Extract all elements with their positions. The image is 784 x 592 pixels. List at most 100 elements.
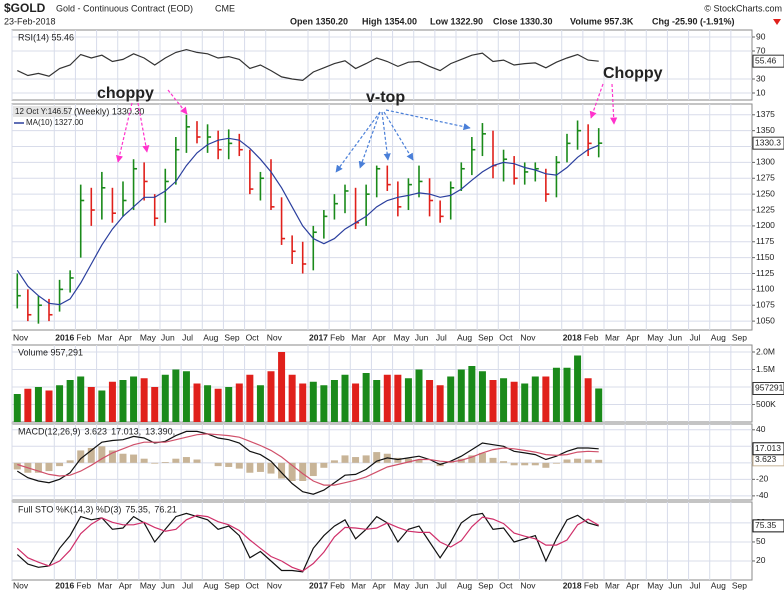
x-tick-label: 2018	[563, 580, 582, 590]
volume-bar	[373, 380, 381, 422]
histogram-bar	[489, 457, 497, 463]
x-tick-label: Apr	[626, 332, 639, 342]
x-tick-label: Apr	[372, 580, 385, 590]
volume-bar	[447, 376, 455, 422]
volume-bar	[56, 385, 64, 422]
histogram-bar	[225, 462, 233, 467]
y-tick-label: 40	[756, 424, 766, 434]
x-tick-label: Jul	[690, 580, 701, 590]
annotation: Choppy	[603, 65, 663, 82]
annotation: choppy	[97, 85, 154, 102]
legend-entry: 76.21	[154, 504, 177, 514]
symbol: $GOLD	[4, 1, 46, 15]
volume-bar	[595, 388, 603, 422]
x-tick-label: Oct	[246, 332, 260, 342]
y-tick-label: 70	[756, 45, 766, 55]
volume-bar	[66, 380, 74, 422]
volume-bar	[320, 385, 328, 422]
last-value-label: 17.013	[755, 443, 781, 453]
x-tick-label: Sep	[478, 332, 493, 342]
volume-bar	[13, 394, 21, 422]
histogram-bar	[278, 462, 286, 479]
volume-bar	[500, 378, 508, 422]
histogram-bar	[531, 462, 539, 466]
histogram-bar	[552, 462, 560, 464]
y-tick-label: 20	[756, 555, 766, 565]
volume-bar	[457, 369, 465, 422]
x-tick-label: Aug	[457, 580, 472, 590]
y-tick-label: 1100	[756, 284, 775, 294]
x-tick-label: Nov	[267, 580, 283, 590]
last-value-label: 55.46	[755, 55, 777, 65]
x-tick-label: Feb	[584, 332, 599, 342]
histogram-bar	[288, 462, 296, 481]
histogram-bar	[151, 462, 159, 464]
volume-bar	[415, 369, 423, 422]
volume-bar	[77, 376, 85, 422]
volume-bar	[24, 388, 32, 422]
x-tick-label: Jun	[161, 332, 175, 342]
volume-bar	[151, 387, 159, 422]
x-tick-label: Sep	[732, 580, 747, 590]
histogram-bar	[574, 458, 582, 463]
annotation: v-top	[366, 89, 405, 106]
last-value-box	[752, 136, 784, 150]
histogram-bar	[193, 459, 201, 463]
volume-bar	[426, 380, 434, 422]
x-tick-label: Oct	[499, 332, 513, 342]
histogram-bar	[584, 459, 592, 463]
y-tick-label: 90	[756, 31, 766, 41]
arrow	[167, 89, 188, 115]
last-value-box	[752, 442, 784, 456]
low: Low 1322.90	[430, 16, 483, 26]
x-tick-label: 2018	[563, 332, 582, 342]
volume-bar	[288, 374, 296, 422]
last-value-label: 3.623	[755, 454, 777, 464]
x-tick-label: Feb	[76, 580, 91, 590]
panel-title: MACD(12,26,9)	[18, 426, 81, 436]
volume-bar	[299, 383, 307, 422]
panel-frame	[11, 501, 753, 581]
histogram-bar	[330, 460, 338, 463]
last-value-label: 957291	[755, 383, 784, 393]
y-tick-label: 1125	[756, 268, 775, 278]
x-tick-label: 2016	[55, 332, 74, 342]
x-tick-label: Jul	[182, 580, 193, 590]
histogram-bar	[87, 447, 95, 463]
x-tick-label: Mar	[605, 580, 620, 590]
volume-bar	[362, 373, 370, 422]
x-tick-label: Jun	[161, 580, 175, 590]
y-tick-label: 30	[756, 73, 766, 83]
high: High 1354.00	[362, 16, 417, 26]
histogram-bar	[362, 455, 370, 463]
histogram-bar	[415, 459, 423, 463]
histogram-bar	[352, 457, 360, 463]
volume-bar	[531, 376, 539, 422]
last-value-box	[752, 54, 784, 68]
panel-frame	[11, 29, 753, 101]
y-tick-label: 10	[756, 87, 766, 97]
x-tick-label: Mar	[351, 580, 366, 590]
last-value-box	[752, 519, 784, 533]
source: © StockCharts.com	[704, 3, 782, 13]
volume-bar	[34, 387, 42, 422]
volume-bar	[521, 383, 529, 422]
histogram-bar	[130, 454, 138, 463]
histogram-bar	[172, 458, 180, 463]
y-tick-label: 1300	[756, 157, 775, 167]
x-tick-label: Sep	[478, 580, 493, 590]
x-tick-label: Feb	[76, 332, 91, 342]
volume-bar	[278, 352, 286, 422]
y-tick-label: 1.5M	[756, 364, 775, 374]
volume-bar	[130, 376, 138, 422]
volume-bar	[341, 374, 349, 422]
x-tick-label: Mar	[98, 332, 113, 342]
arrow	[589, 83, 604, 119]
x-tick-label: Aug	[203, 580, 218, 590]
histogram-bar	[468, 455, 476, 463]
x-tick-label: Nov	[267, 332, 283, 342]
panel-title: RSI(14) 55.46	[18, 32, 74, 42]
arrow	[137, 102, 150, 153]
volume-bar	[267, 371, 275, 422]
